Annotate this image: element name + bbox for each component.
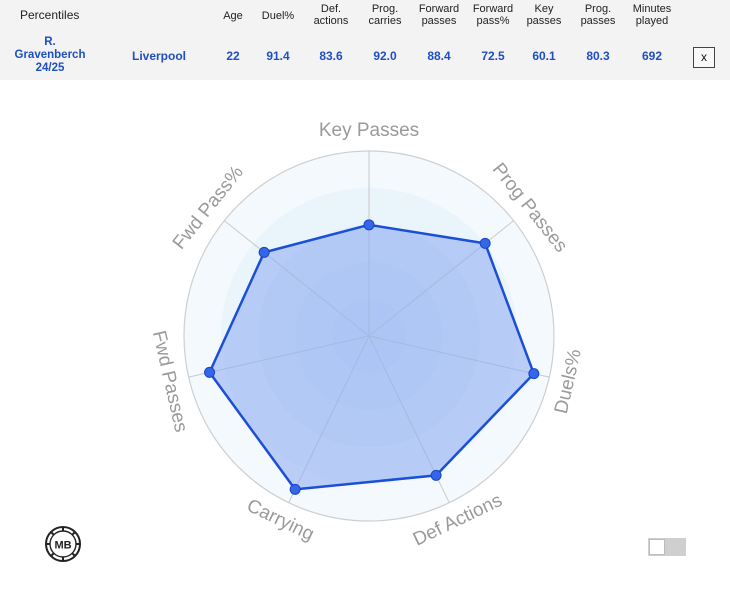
col-header-def-actions: Def. actions bbox=[313, 3, 349, 27]
col-header-forward-passes: Forward passes bbox=[418, 3, 460, 27]
radar-point[interactable] bbox=[204, 366, 216, 378]
radar-axis-label: Key Passes bbox=[319, 120, 419, 141]
col-header-key-passes: Key passes bbox=[526, 3, 562, 27]
radar-point[interactable] bbox=[479, 237, 491, 249]
col-header-forward-pass-pct: Forward pass% bbox=[472, 3, 514, 27]
radar-point[interactable] bbox=[528, 368, 540, 380]
value-forward-passes: 88.4 bbox=[427, 49, 451, 63]
radar-point[interactable] bbox=[363, 219, 375, 231]
radar-point[interactable] bbox=[430, 469, 442, 481]
value-key-passes: 60.1 bbox=[532, 49, 556, 63]
radar-point[interactable] bbox=[289, 483, 301, 495]
col-header-prog-carries: Prog. carries bbox=[368, 3, 402, 27]
value-prog-passes: 80.3 bbox=[586, 49, 610, 63]
value-forward-pass-pct: 72.5 bbox=[481, 49, 505, 63]
value-age: 22 bbox=[226, 49, 240, 63]
radar-points bbox=[204, 219, 540, 495]
mb-logo-icon: MB bbox=[45, 526, 81, 562]
value-prog-carries: 92.0 bbox=[373, 49, 397, 63]
player-name-link[interactable]: R. Gravenberch 24/25 bbox=[14, 36, 86, 74]
svg-text:MB: MB bbox=[54, 540, 71, 552]
radar-axis-label: Duels% bbox=[551, 347, 586, 416]
col-header-duel-pct: Duel% bbox=[261, 10, 295, 22]
radar-data-polygon bbox=[208, 223, 536, 491]
value-def-actions: 83.6 bbox=[319, 49, 343, 63]
percentiles-label: Percentiles bbox=[20, 8, 80, 22]
col-header-age: Age bbox=[223, 10, 243, 22]
stats-header-bar: Percentiles Age Duel% Def. actions Prog.… bbox=[0, 0, 730, 80]
radar-point[interactable] bbox=[258, 246, 270, 258]
close-button[interactable]: x bbox=[693, 47, 715, 68]
value-duel-pct: 91.4 bbox=[266, 49, 290, 63]
col-header-prog-passes: Prog. passes bbox=[580, 3, 616, 27]
team-name: Liverpool bbox=[131, 49, 186, 63]
view-toggle-switch[interactable] bbox=[648, 538, 686, 556]
col-header-minutes-played: Minutes played bbox=[632, 3, 672, 27]
toggle-knob bbox=[649, 539, 665, 555]
value-minutes-played: 692 bbox=[641, 49, 663, 63]
